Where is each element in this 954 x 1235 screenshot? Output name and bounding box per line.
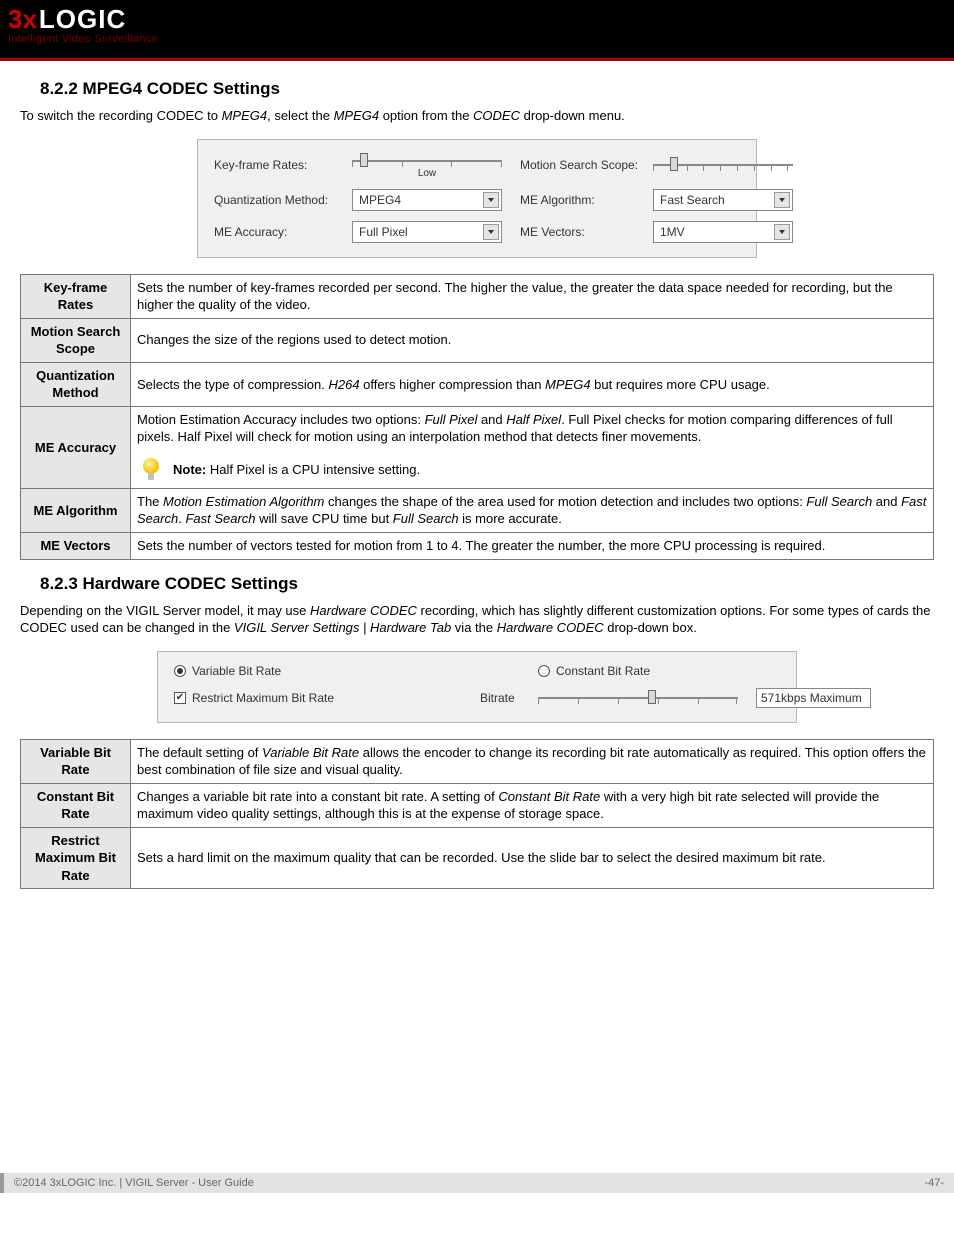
desc-cell: Changes a variable bit rate into a const… [131,783,934,827]
table-row: ME Vectors Sets the number of vectors te… [21,533,934,560]
term-cell: ME Accuracy [21,406,131,488]
note-row: Note: Half Pixel is a CPU intensive sett… [137,456,927,484]
table-row: Restrict Maximum Bit Rate Sets a hard li… [21,827,934,889]
brand-header: 3x LOGIC Intelligent Video Surveillance [0,0,954,58]
footer-left: ©2014 3xLOGIC Inc. | VIGIL Server - User… [14,1177,254,1189]
quant-label: Quantization Method: [214,193,334,207]
page-content: 8.2.2 MPEG4 CODEC Settings To switch the… [0,61,954,923]
bitrate-slider[interactable] [538,689,738,707]
codec-settings-panel: Key-frame Rates: Low Motion Search Scope… [197,139,757,258]
brand-prefix: 3x [8,4,37,35]
term-cell: Motion Search Scope [21,318,131,362]
intro-822: To switch the recording CODEC to MPEG4, … [20,107,934,125]
desc-cell: Motion Estimation Accuracy includes two … [131,406,934,488]
brand-main: LOGIC [39,4,126,35]
hardware-codec-table: Variable Bit Rate The default setting of… [20,739,934,890]
section-heading-822: 8.2.2 MPEG4 CODEC Settings [40,79,934,99]
table-row: Variable Bit Rate The default setting of… [21,739,934,783]
chevron-down-icon [774,192,790,208]
brand-tagline: Intelligent Video Surveillance [8,33,946,45]
me-acc-combo[interactable]: Full Pixel [352,221,502,243]
me-algo-label: ME Algorithm: [520,193,635,207]
table-row: ME Algorithm The Motion Estimation Algor… [21,488,934,532]
desc-cell: Sets a hard limit on the maximum quality… [131,827,934,889]
table-row: Quantization Method Selects the type of … [21,362,934,406]
lightbulb-icon [137,456,165,484]
table-row: Motion Search Scope Changes the size of … [21,318,934,362]
chevron-down-icon [483,224,499,240]
desc-cell: The Motion Estimation Algorithm changes … [131,488,934,532]
variable-bitrate-radio[interactable]: Variable Bit Rate [174,664,354,678]
spacer [0,923,954,1153]
codec-settings-panel-wrap: Key-frame Rates: Low Motion Search Scope… [20,139,934,258]
hardware-codec-panel: Variable Bit Rate Constant Bit Rate ✔Res… [157,651,797,723]
desc-cell: Sets the number of vectors tested for mo… [131,533,934,560]
me-algo-combo[interactable]: Fast Search [653,189,793,211]
motion-scope-label: Motion Search Scope: [520,158,635,172]
desc-cell: Changes the size of the regions used to … [131,318,934,362]
keyframe-label: Key-frame Rates: [214,158,334,172]
term-cell: ME Vectors [21,533,131,560]
term-cell: Quantization Method [21,362,131,406]
bitrate-label: Bitrate [480,691,520,705]
term-cell: Restrict Maximum Bit Rate [21,827,131,889]
quant-combo[interactable]: MPEG4 [352,189,502,211]
chevron-down-icon [483,192,499,208]
page-footer: ©2014 3xLOGIC Inc. | VIGIL Server - User… [0,1173,954,1193]
hardware-codec-panel-wrap: Variable Bit Rate Constant Bit Rate ✔Res… [20,651,934,723]
keyframe-slider[interactable]: Low [352,152,502,179]
motion-scope-slider[interactable] [653,156,793,174]
me-vec-combo[interactable]: 1MV [653,221,793,243]
me-vec-label: ME Vectors: [520,225,635,239]
codec-settings-table: Key-frame Rates Sets the number of key-f… [20,274,934,560]
footer-right: -47- [924,1177,944,1189]
constant-bitrate-radio[interactable]: Constant Bit Rate [538,664,738,678]
desc-cell: The default setting of Variable Bit Rate… [131,739,934,783]
me-acc-label: ME Accuracy: [214,225,334,239]
term-cell: Key-frame Rates [21,274,131,318]
desc-cell: Selects the type of compression. H264 of… [131,362,934,406]
intro-823: Depending on the VIGIL Server model, it … [20,602,934,637]
section-heading-823: 8.2.3 Hardware CODEC Settings [40,574,934,594]
brand-logo: 3x LOGIC [8,4,946,35]
restrict-max-checkbox[interactable]: ✔Restrict Maximum Bit Rate [174,691,354,705]
term-cell: Constant Bit Rate [21,783,131,827]
table-row: Constant Bit Rate Changes a variable bit… [21,783,934,827]
term-cell: Variable Bit Rate [21,739,131,783]
table-row: ME Accuracy Motion Estimation Accuracy i… [21,406,934,488]
term-cell: ME Algorithm [21,488,131,532]
chevron-down-icon [774,224,790,240]
table-row: Key-frame Rates Sets the number of key-f… [21,274,934,318]
bitrate-value: 571kbps Maximum [756,688,871,708]
desc-cell: Sets the number of key-frames recorded p… [131,274,934,318]
